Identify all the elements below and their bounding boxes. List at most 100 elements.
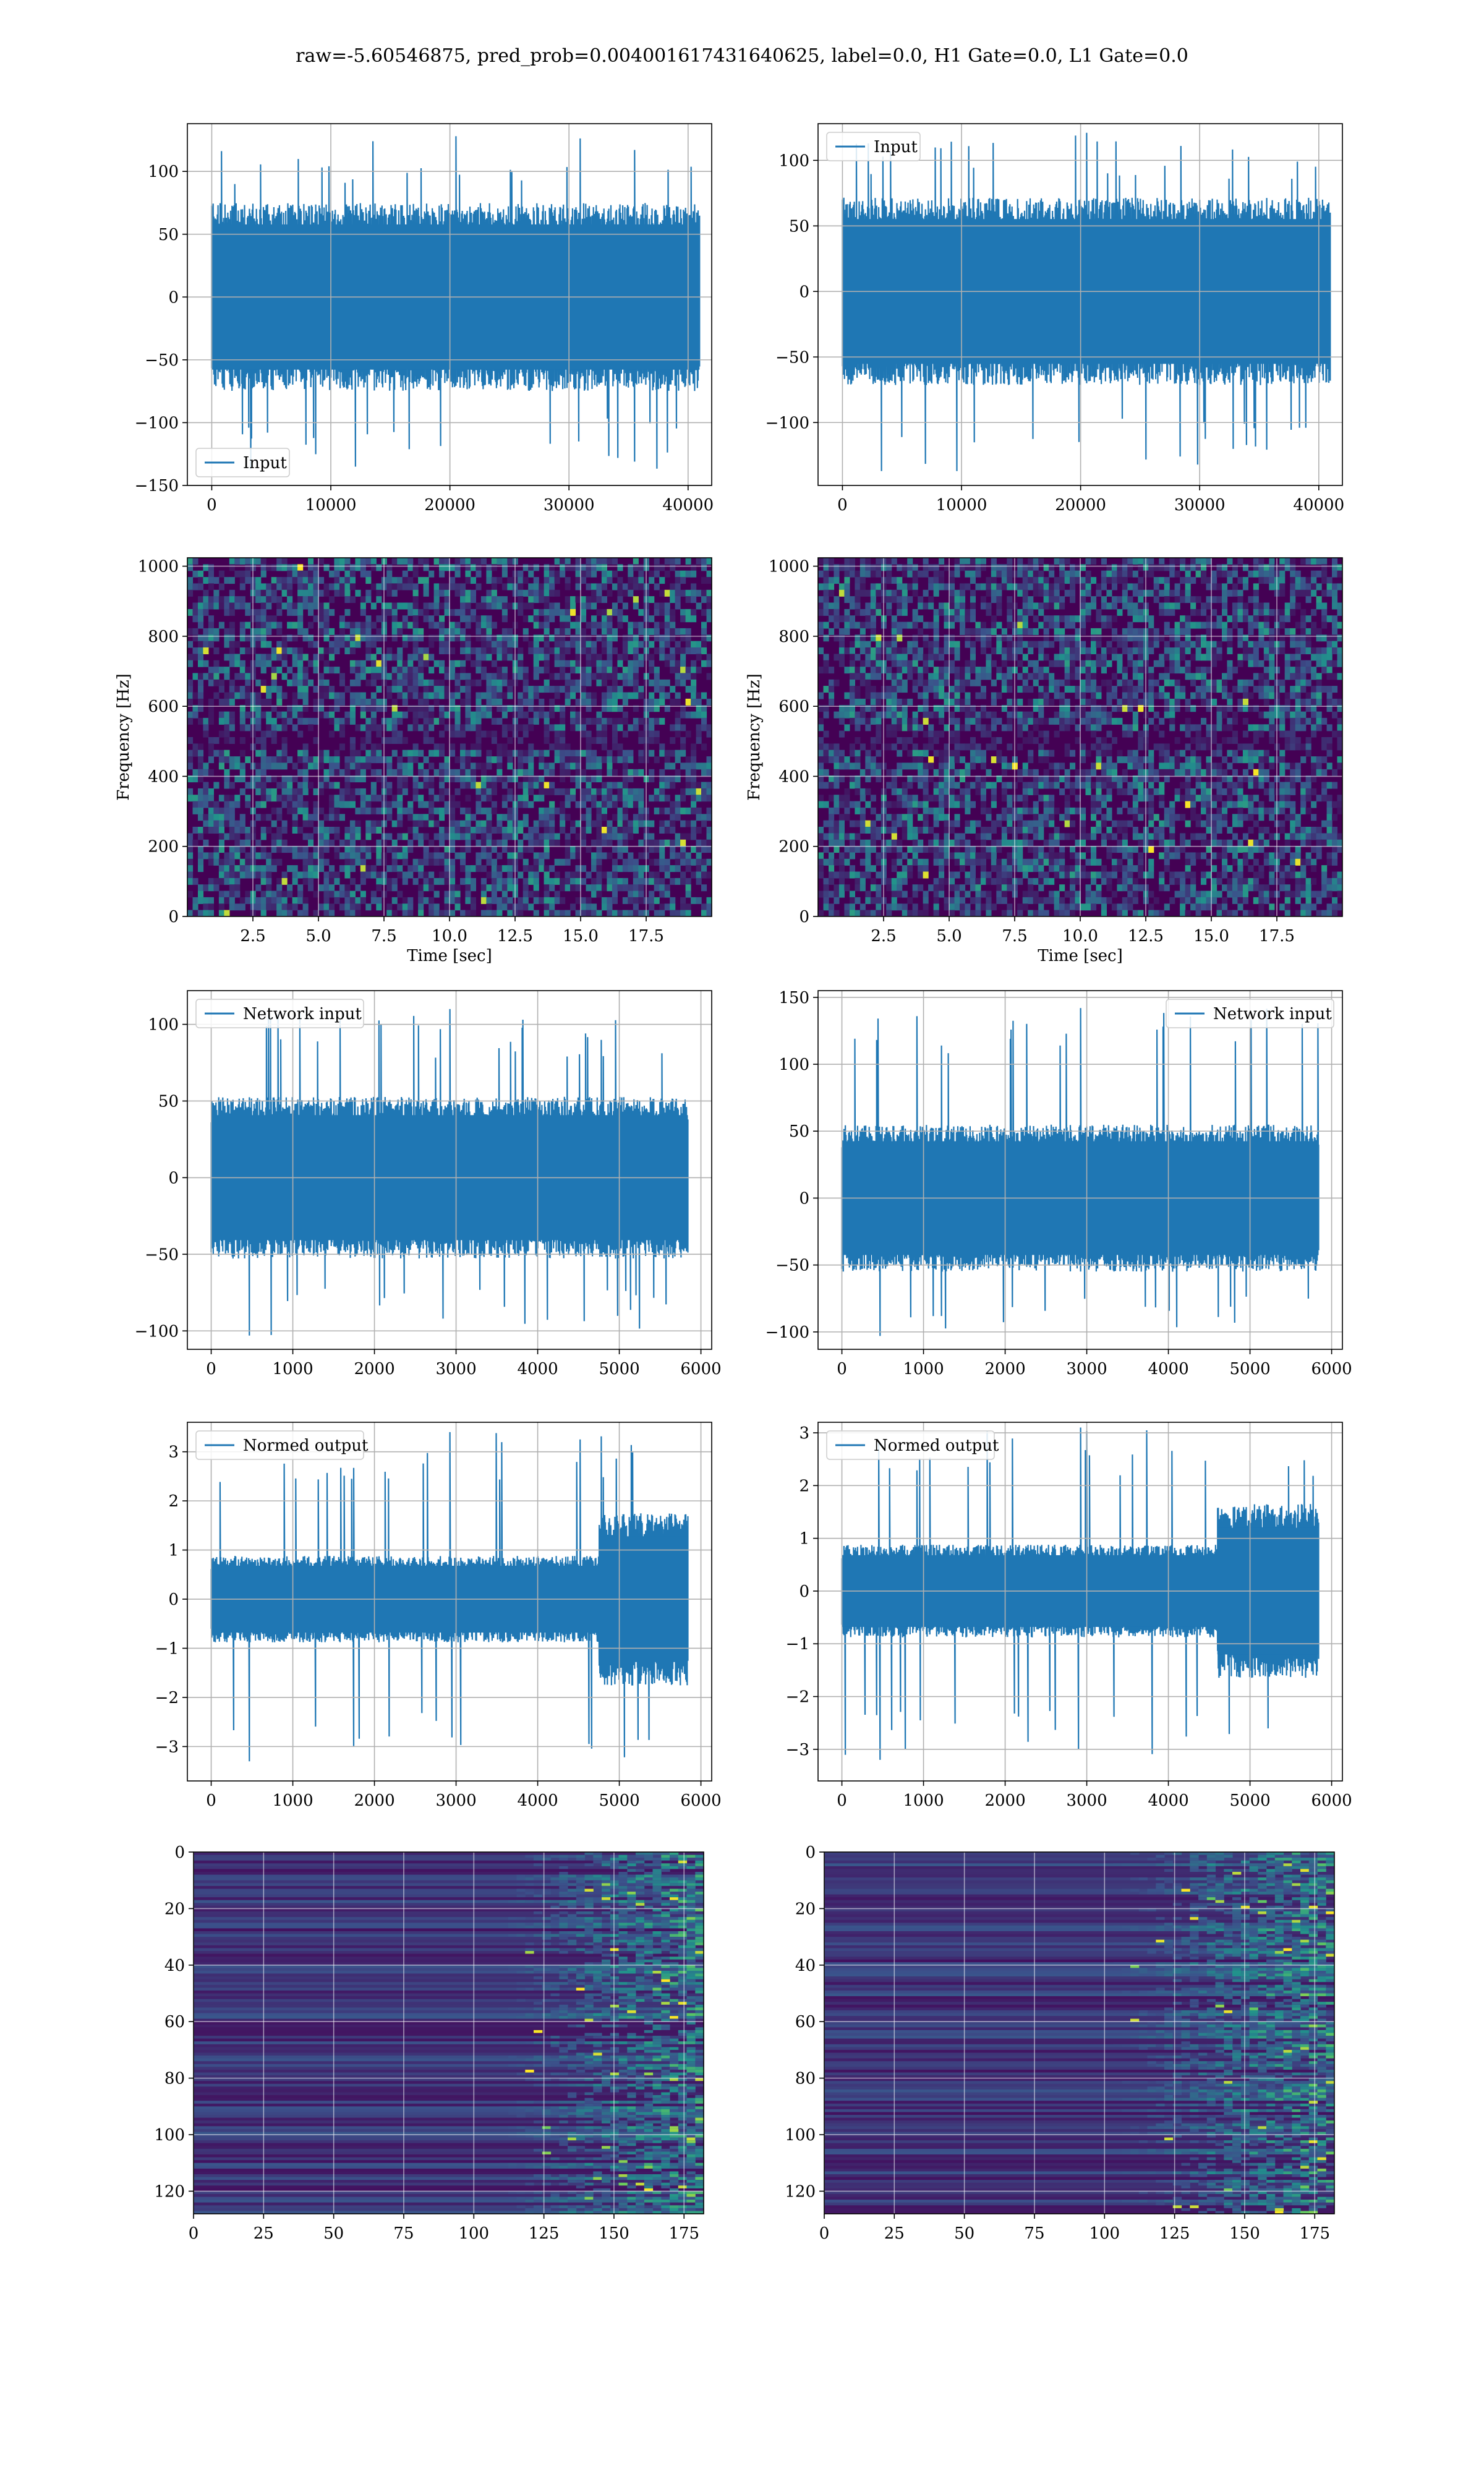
heatmap-cell — [219, 571, 224, 578]
heatmap-cell — [329, 628, 335, 635]
heatmap-cell — [534, 878, 539, 885]
heatmap-cell — [518, 821, 523, 827]
heatmap-cell — [1101, 622, 1107, 629]
heatmap-cell — [581, 634, 586, 641]
heatmap-cell — [1290, 603, 1295, 610]
heatmap-cell — [282, 821, 288, 827]
heatmap-cell — [460, 628, 466, 635]
heatmap-cell — [865, 564, 871, 571]
heatmap-cell — [623, 680, 628, 686]
heatmap-cell — [523, 788, 529, 795]
heatmap-cell — [602, 615, 607, 622]
heatmap-cell — [219, 731, 224, 738]
heatmap-cell — [539, 622, 544, 629]
heatmap-cell — [591, 571, 597, 578]
heatmap-cell — [486, 762, 492, 769]
heatmap-cell — [208, 795, 214, 801]
heatmap-cell — [471, 660, 476, 667]
heatmap-cell — [224, 756, 229, 763]
heatmap-cell — [991, 660, 997, 667]
y-tick-label: 600 — [148, 698, 179, 716]
heatmap-cell — [229, 782, 235, 789]
heatmap-cell — [834, 609, 839, 616]
heatmap-cell — [902, 686, 908, 693]
heatmap-cell — [913, 660, 918, 667]
heatmap-cell — [276, 641, 282, 648]
heatmap-cell — [939, 577, 944, 584]
heatmap-cell — [628, 628, 633, 635]
heatmap-cell — [318, 712, 324, 719]
heatmap-cell — [350, 859, 356, 866]
heatmap-cell — [633, 884, 639, 891]
heatmap-cell — [623, 769, 628, 776]
heatmap-cell — [392, 884, 398, 891]
heatmap-cell — [544, 865, 550, 872]
heatmap-cell — [418, 814, 424, 821]
heatmap-cell — [397, 769, 403, 776]
heatmap-cell — [224, 878, 229, 885]
heatmap-cell — [271, 622, 277, 629]
heatmap-cell — [981, 603, 986, 610]
heatmap-cell — [502, 654, 508, 660]
heatmap-cell — [665, 680, 670, 686]
heatmap-cell — [1264, 571, 1269, 578]
heatmap-cell — [1002, 647, 1007, 654]
heatmap-cell — [429, 859, 434, 866]
heatmap-cell — [902, 590, 908, 597]
heatmap-cell — [612, 827, 618, 834]
heatmap-cell — [1290, 590, 1295, 597]
heatmap-cell — [1217, 615, 1222, 622]
heatmap-cell — [612, 814, 618, 821]
heatmap-cell — [1290, 571, 1295, 578]
heatmap-cell — [455, 634, 461, 641]
heatmap-cell — [424, 814, 429, 821]
heatmap-cell — [544, 641, 550, 648]
heatmap-cell — [1070, 577, 1075, 584]
heatmap-cell — [839, 615, 845, 622]
heatmap-cell — [586, 596, 592, 603]
heatmap-cell — [303, 833, 309, 840]
heatmap-cell — [523, 769, 529, 776]
heatmap-cell — [450, 724, 455, 731]
heatmap-cell — [324, 840, 330, 847]
heatmap-cell — [670, 801, 675, 808]
heatmap-cell — [686, 712, 691, 719]
heatmap-cell — [234, 821, 240, 827]
heatmap-cell — [1300, 622, 1306, 629]
heatmap-cell — [939, 583, 944, 590]
heatmap-cell — [198, 852, 203, 859]
heatmap-cell — [271, 795, 277, 801]
heatmap-cell — [855, 654, 860, 660]
heatmap-cell — [1059, 564, 1065, 571]
heatmap-cell — [586, 571, 592, 578]
heatmap-cell — [376, 583, 382, 590]
heatmap-cell — [350, 788, 356, 795]
heatmap-cell — [1096, 693, 1101, 699]
heatmap-cell — [539, 699, 544, 706]
heatmap-cell — [1290, 634, 1295, 641]
heatmap-cell — [1154, 680, 1159, 686]
heatmap-cell — [450, 622, 455, 629]
heatmap-cell — [1316, 583, 1322, 590]
heatmap-cell — [350, 756, 356, 763]
heatmap-cell — [1023, 673, 1028, 680]
heatmap-cell — [1201, 571, 1206, 578]
heatmap-cell — [329, 583, 335, 590]
heatmap-cell — [617, 660, 623, 667]
heatmap-cell — [701, 634, 707, 641]
heatmap-cell — [1106, 615, 1112, 622]
heatmap-cell — [240, 603, 245, 610]
heatmap-cell — [701, 628, 707, 635]
heatmap-cell — [234, 660, 240, 667]
heatmap-cell — [334, 891, 339, 898]
heatmap-cell — [350, 622, 356, 629]
heatmap-cell — [612, 795, 618, 801]
heatmap-cell — [350, 699, 356, 706]
heatmap-cell — [1279, 680, 1285, 686]
heatmap-cell — [1023, 596, 1028, 603]
heatmap-cell — [839, 634, 845, 641]
heatmap-cell — [539, 762, 544, 769]
heatmap-cell — [1316, 647, 1322, 654]
heatmap-cell — [612, 801, 618, 808]
